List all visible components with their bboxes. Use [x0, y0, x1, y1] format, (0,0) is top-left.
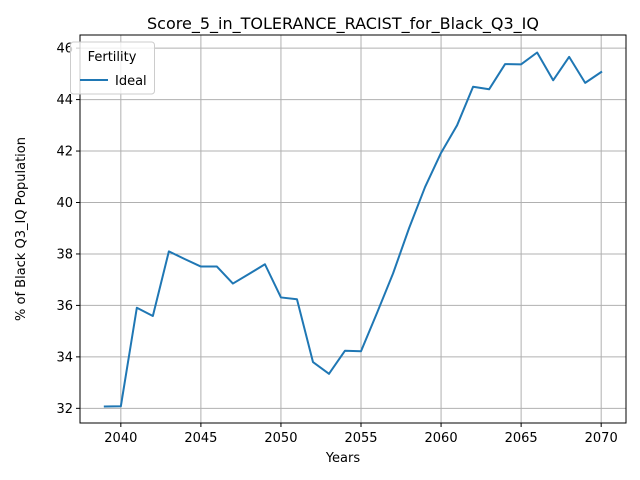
x-tick-label: 2045 [184, 431, 217, 446]
y-tick-label: 36 [56, 299, 73, 314]
plot-area-frame [79, 34, 627, 424]
x-tick-label: 2055 [344, 431, 377, 446]
x-axis-title: Years [325, 451, 361, 466]
x-tick-label: 2070 [585, 431, 618, 446]
axis-ticks: 2040 2045 2050 2055 2060 2065 2070 32 34 36 38 40 42… [56, 42, 617, 446]
legend-title: Fertility [88, 50, 137, 65]
x-tick-label: 2040 [104, 431, 137, 446]
y-tick-label: 46 [56, 42, 73, 57]
series-line-ideal [103, 51, 603, 408]
y-tick-label: 44 [56, 93, 73, 108]
grid-lines [80, 35, 626, 423]
chart-title: Score_5_in_TOLERANCE_RACIST_for_Black_Q3… [147, 14, 539, 34]
y-tick-label: 40 [56, 196, 73, 211]
legend: Fertility Ideal [70, 41, 155, 95]
y-axis-title: % of Black Q3_IQ Population [14, 137, 29, 321]
data-series [103, 51, 603, 408]
x-tick-label: 2065 [505, 431, 538, 446]
y-tick-label: 34 [56, 350, 73, 365]
y-tick-label: 38 [56, 247, 73, 262]
x-tick-label: 2060 [425, 431, 458, 446]
y-tick-label: 32 [56, 402, 73, 417]
y-tick-label: 42 [56, 145, 73, 160]
x-tick-label: 2050 [264, 431, 297, 446]
legend-label-ideal: Ideal [115, 74, 147, 89]
